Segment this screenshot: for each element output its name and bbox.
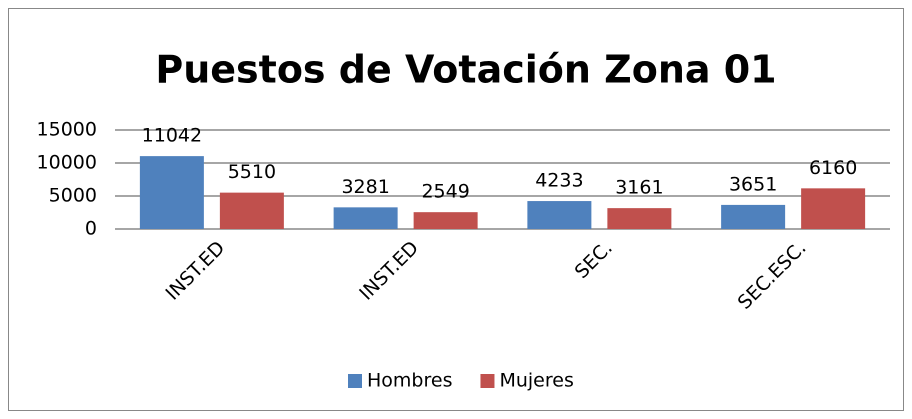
y-tick-label: 0 (85, 218, 97, 240)
y-tick-label: 15000 (37, 119, 97, 141)
bar (333, 207, 398, 229)
legend-label: Mujeres (499, 370, 573, 392)
y-tick-label: 5000 (49, 185, 97, 207)
bar (801, 188, 866, 229)
data-label: 5510 (228, 161, 276, 183)
legend-swatch (480, 374, 495, 388)
data-label: 3651 (729, 173, 777, 195)
bar (721, 204, 786, 229)
data-label: 3281 (341, 176, 389, 198)
bar (527, 201, 592, 229)
bar (139, 156, 204, 229)
legend-label: Hombres (367, 370, 452, 392)
bar (607, 208, 672, 229)
data-label: 4233 (535, 170, 583, 192)
bar (219, 192, 284, 229)
legend-swatch (348, 374, 362, 388)
chart-title: Puestos de Votación Zona 01 (155, 48, 776, 92)
data-label: 6160 (809, 157, 857, 179)
data-label: 2549 (421, 181, 469, 203)
y-tick-label: 10000 (37, 152, 97, 174)
data-label: 11042 (142, 125, 202, 147)
bar (413, 212, 478, 229)
data-label: 3161 (615, 177, 663, 199)
